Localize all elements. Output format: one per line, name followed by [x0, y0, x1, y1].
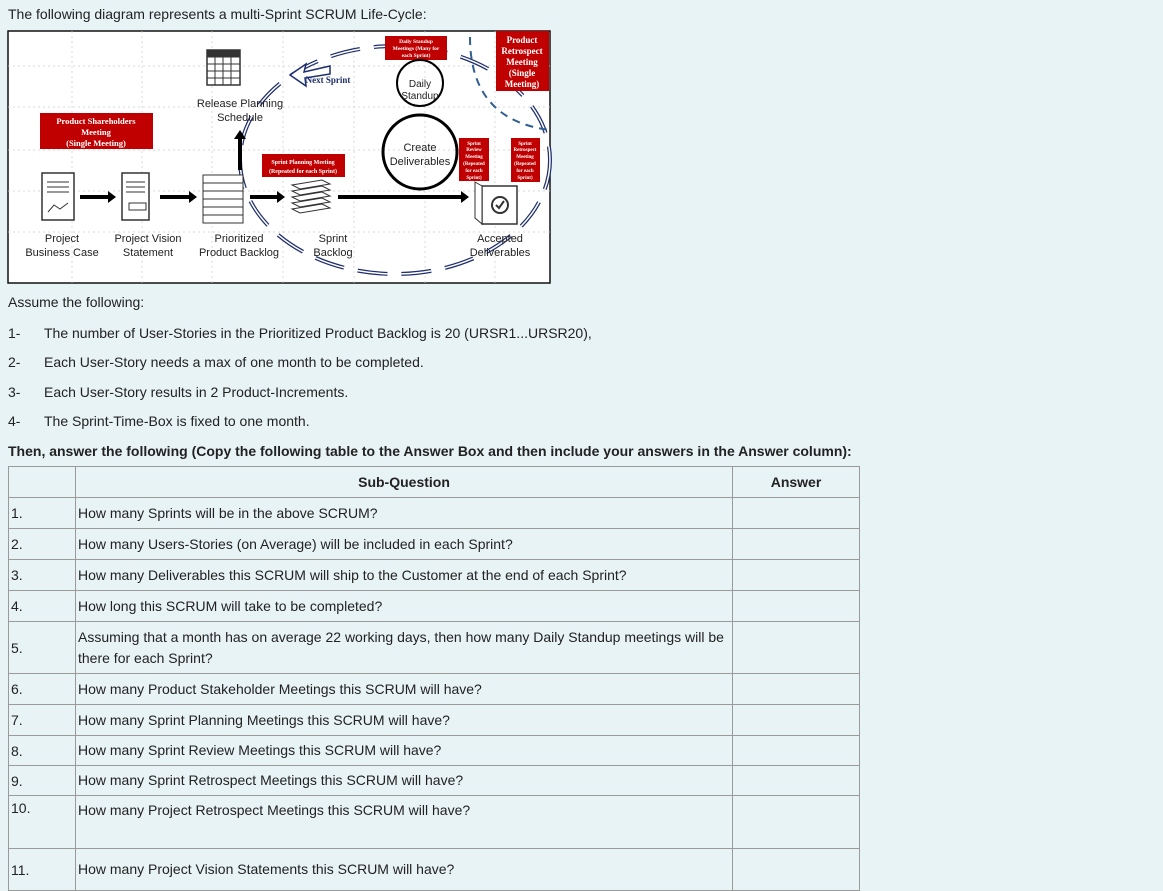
assumption-text: Each User-Story needs a max of one month…	[44, 354, 424, 370]
create-deliverables-loop	[381, 113, 459, 191]
answer-cell[interactable]	[732, 795, 860, 849]
question-text: How many Users-Stories (on Average) will…	[75, 528, 733, 560]
assumption-text: The number of User-Stories in the Priori…	[44, 325, 592, 341]
svg-text:Next Sprint: Next Sprint	[306, 75, 351, 85]
question-text: Assuming that a month has on average 22 …	[75, 621, 733, 674]
table-row: 3. How many Deliverables this SCRUM will …	[8, 559, 860, 591]
table-row: 8. How many Sprint Review Meetings this S…	[8, 735, 860, 766]
header-sub-question: Sub-Question	[75, 466, 733, 498]
shareholders-meeting-box	[40, 113, 153, 149]
question-number: 10.	[8, 795, 76, 849]
daily-standup-meetings-box	[385, 36, 447, 60]
business-case-document-icon	[41, 172, 75, 221]
intro-text: The following diagram represents a multi…	[8, 6, 427, 22]
table-row: 11. How many Project Vision Statements th…	[8, 848, 860, 891]
question-number: 8.	[8, 735, 76, 766]
vision-statement-document-icon	[121, 172, 150, 221]
assume-heading: Assume the following:	[8, 294, 145, 310]
table-row: 9. How many Sprint Retrospect Meetings th…	[8, 765, 860, 796]
flow-arrows	[80, 138, 462, 199]
questions-table: Sub-Question Answer 1. How many Sprints w…	[8, 466, 860, 891]
assumption-number: 2-	[8, 354, 21, 370]
assumption-text: The Sprint-Time-Box is fixed to one mont…	[44, 413, 310, 429]
diagram-grid	[8, 31, 550, 283]
next-sprint-arrowhead-icon	[288, 62, 331, 88]
answer-cell[interactable]	[732, 704, 860, 736]
table-row: 1. How many Sprints will be in the above …	[8, 497, 860, 529]
table-row: 2. How many Users-Stories (on Average) wi…	[8, 528, 860, 560]
question-text: How many Project Vision Statements this …	[75, 848, 733, 891]
question-text: How many Sprint Retrospect Meetings this…	[75, 765, 733, 796]
question-number: 6.	[8, 673, 76, 705]
question-text: How many Deliverables this SCRUM will sh…	[75, 559, 733, 591]
table-row: 10. How many Project Retrospect Meetings …	[8, 795, 860, 849]
sprint-planning-box	[262, 154, 345, 177]
question-text: How many Product Stakeholder Meetings th…	[75, 673, 733, 705]
sprint-retrospect-box	[511, 138, 540, 182]
question-number: 2.	[8, 528, 76, 560]
answer-cell[interactable]	[732, 765, 860, 796]
question-number: 11.	[8, 848, 76, 891]
project-end-dashed-line	[469, 36, 551, 131]
answer-cell[interactable]	[732, 497, 860, 529]
answer-cell[interactable]	[732, 528, 860, 560]
table-row: 4. How long this SCRUM will take to be co…	[8, 590, 860, 622]
product-retrospect-box	[496, 31, 549, 91]
table-row: 6. How many Product Stakeholder Meetings …	[8, 673, 860, 705]
answer-cell[interactable]	[732, 673, 860, 705]
question-number: 9.	[8, 765, 76, 796]
assumption-text: Each User-Story results in 2 Product-Inc…	[44, 384, 349, 400]
sprint-backlog-stack-icon	[290, 179, 332, 214]
question-text: How many Sprint Review Meetings this SCR…	[75, 735, 733, 766]
accepted-deliverables-box-icon	[474, 181, 518, 226]
question-text: How many Project Retrospect Meetings thi…	[75, 795, 733, 849]
assumptions-list: 1- The number of User-Stories in the Prio…	[0, 325, 900, 435]
table-row: 5. Assuming that a month has on average 2…	[8, 621, 860, 674]
answer-cell[interactable]	[732, 559, 860, 591]
table-header-row: Sub-Question Answer	[8, 466, 860, 498]
answer-cell[interactable]	[732, 590, 860, 622]
answer-cell[interactable]	[732, 848, 860, 891]
question-number: 4.	[8, 590, 76, 622]
scrum-lifecycle-diagram: Product Shareholders Meeting (Single Meeti…	[7, 30, 552, 284]
question-number: 5.	[8, 621, 76, 674]
release-calendar-icon	[206, 49, 241, 86]
answer-cell[interactable]	[732, 735, 860, 766]
daily-standup-loop	[396, 59, 444, 107]
question-number: 3.	[8, 559, 76, 591]
question-text: How many Sprint Planning Meetings this S…	[75, 704, 733, 736]
assumption-number: 4-	[8, 413, 21, 429]
sprint-review-box	[459, 138, 489, 181]
answer-cell[interactable]	[732, 621, 860, 674]
question-number: 1.	[8, 497, 76, 529]
question-text: How many Sprints will be in the above SC…	[75, 497, 733, 529]
header-number	[8, 466, 76, 498]
assumption-number: 1-	[8, 325, 21, 341]
table-row: 7. How many Sprint Planning Meetings this…	[8, 704, 860, 736]
assumption-number: 3-	[8, 384, 21, 400]
question-text: How long this SCRUM will take to be comp…	[75, 590, 733, 622]
question-number: 7.	[8, 704, 76, 736]
svg-text:Sprint Planning Meeting(Repeat: Sprint Planning Meeting (Repeated for eac…	[269, 160, 337, 175]
instruction-text: Then, answer the following (Copy the fol…	[8, 443, 852, 459]
product-backlog-stack-icon	[202, 174, 244, 224]
header-answer: Answer	[732, 466, 860, 498]
